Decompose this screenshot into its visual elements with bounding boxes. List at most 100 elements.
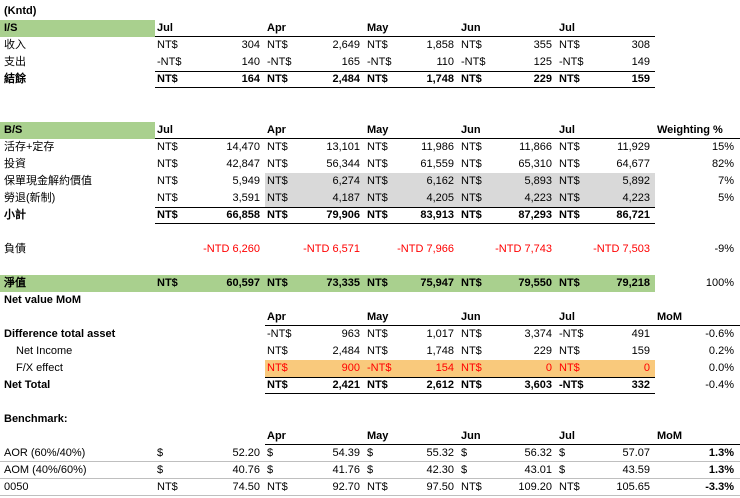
weight-value[interactable]: 15% (711, 141, 734, 153)
mom-value[interactable]: 0.0% (708, 362, 734, 374)
currency-symbol[interactable]: NT$ (365, 71, 409, 88)
cell-value[interactable]: 97.50 (409, 479, 459, 496)
currency-symbol[interactable]: NT$ (367, 345, 388, 357)
cell-value[interactable]: 4,223 (503, 190, 557, 207)
cell-value[interactable]: 3,591 (232, 192, 260, 204)
cell-value[interactable]: 5,949 (232, 175, 260, 187)
mom-value[interactable]: 0.2% (708, 345, 734, 357)
cell-value[interactable]: 1,748 (409, 71, 459, 88)
currency-symbol[interactable]: NT$ (157, 175, 178, 187)
weight-value[interactable]: -9% (714, 243, 734, 255)
cell-value[interactable]: 2,649 (332, 39, 360, 51)
currency-symbol[interactable]: NT$ (157, 39, 178, 51)
currency-symbol[interactable]: NT$ (559, 141, 580, 153)
cell-value[interactable]: 56.32 (503, 445, 557, 462)
currency-symbol[interactable]: NT$ (459, 360, 503, 377)
cell-value[interactable]: 2,421 (311, 377, 365, 394)
currency-symbol[interactable]: NT$ (367, 39, 388, 51)
month-header[interactable]: Apr (265, 428, 365, 445)
currency-symbol[interactable]: NT$ (365, 173, 409, 190)
currency-symbol[interactable]: NT$ (157, 158, 178, 170)
weight-value[interactable]: 82% (711, 158, 734, 170)
currency-symbol[interactable]: NT$ (267, 141, 288, 153)
currency-symbol[interactable]: $ (459, 445, 503, 462)
cell-value[interactable]: 5,892 (601, 173, 655, 190)
cell-value[interactable]: 52.20 (201, 445, 265, 462)
currency-symbol[interactable]: NT$ (461, 345, 482, 357)
currency-symbol[interactable]: NT$ (459, 377, 503, 394)
cell-value[interactable]: 66,858 (201, 207, 265, 224)
currency-symbol[interactable]: NT$ (459, 275, 503, 292)
currency-symbol[interactable]: $ (265, 462, 311, 479)
currency-symbol[interactable]: NT$ (559, 39, 580, 51)
cell-value[interactable]: 0 (601, 360, 655, 377)
currency-symbol[interactable]: NT$ (461, 141, 482, 153)
row-label[interactable]: 支出 (4, 56, 26, 68)
cell-empty[interactable] (155, 309, 265, 326)
cell-value[interactable]: 1,858 (426, 39, 454, 51)
currency-symbol[interactable]: NT$ (267, 158, 288, 170)
cell-value[interactable]: 1,748 (426, 345, 454, 357)
weight-value[interactable]: 7% (718, 175, 734, 187)
cell-value[interactable]: 159 (631, 345, 650, 357)
currency-symbol[interactable]: -NT$ (461, 56, 486, 68)
cell-value[interactable]: 2,612 (409, 377, 459, 394)
currency-symbol[interactable]: NT$ (155, 207, 201, 224)
cell-empty[interactable] (655, 37, 740, 54)
row-label[interactable]: 0050 (0, 479, 155, 496)
currency-symbol[interactable]: NT$ (557, 275, 601, 292)
cell-value[interactable]: 57.07 (601, 445, 655, 462)
month-header[interactable]: May (365, 428, 459, 445)
row-label[interactable]: Difference total asset (4, 328, 116, 340)
currency-symbol[interactable]: NT$ (461, 328, 482, 340)
currency-symbol[interactable]: NT$ (265, 479, 311, 496)
cell-value[interactable]: 86,721 (601, 207, 655, 224)
cell-value[interactable]: 110 (436, 56, 454, 68)
cell-value[interactable]: 308 (631, 39, 650, 51)
cell-empty[interactable] (155, 428, 265, 445)
cell-empty[interactable] (655, 71, 740, 88)
cell-value[interactable]: 963 (341, 328, 360, 340)
cell-value[interactable]: 159 (601, 71, 655, 88)
liability-value[interactable]: -NTD 6,260 (203, 243, 260, 255)
cell-value[interactable]: 41.76 (311, 462, 365, 479)
cell-empty[interactable] (155, 326, 265, 343)
month-header[interactable]: Apr (265, 309, 365, 326)
currency-symbol[interactable]: NT$ (265, 190, 311, 207)
weight-value[interactable]: 100% (705, 277, 734, 289)
currency-symbol[interactable]: NT$ (365, 207, 409, 224)
cell-value[interactable]: 149 (631, 56, 650, 68)
month-header[interactable]: Jul (557, 428, 655, 445)
cell-value[interactable]: 229 (503, 71, 557, 88)
weight-value[interactable]: 5% (718, 192, 734, 204)
row-label[interactable]: 活存+定存 (4, 141, 55, 153)
cell-value[interactable]: 13,101 (326, 141, 360, 153)
month-header[interactable]: Apr (265, 122, 365, 139)
currency-symbol[interactable]: -NT$ (559, 56, 584, 68)
cell-value[interactable]: 87,293 (503, 207, 557, 224)
cell-value[interactable]: 64,677 (616, 158, 650, 170)
currency-symbol[interactable]: NT$ (367, 158, 388, 170)
cell-value[interactable]: 14,470 (226, 141, 260, 153)
month-header[interactable]: Jun (459, 20, 557, 37)
cell-value[interactable]: 0 (503, 360, 557, 377)
row-label[interactable]: 淨值 (0, 275, 155, 292)
cell-value[interactable]: 54.39 (311, 445, 365, 462)
currency-symbol[interactable]: NT$ (459, 479, 503, 496)
cell-value[interactable]: 79,906 (311, 207, 365, 224)
cell-value[interactable]: 73,335 (311, 275, 365, 292)
cell-value[interactable]: 164 (201, 71, 265, 88)
mom-header[interactable]: MoM (655, 309, 740, 326)
cell-empty[interactable] (0, 309, 155, 326)
row-label[interactable]: AOR (60%/40%) (0, 445, 155, 462)
currency-symbol[interactable]: NT$ (265, 377, 311, 394)
month-header[interactable]: Jun (459, 309, 557, 326)
cell-value[interactable]: 165 (341, 56, 360, 68)
cell-value[interactable]: 4,187 (311, 190, 365, 207)
weighting-header[interactable]: Weighting % (655, 122, 740, 139)
currency-symbol[interactable]: NT$ (155, 275, 201, 292)
currency-symbol[interactable]: NT$ (267, 345, 288, 357)
cell-value[interactable]: 3,603 (503, 377, 557, 394)
currency-symbol[interactable]: NT$ (557, 360, 601, 377)
currency-symbol[interactable]: NT$ (155, 71, 201, 88)
